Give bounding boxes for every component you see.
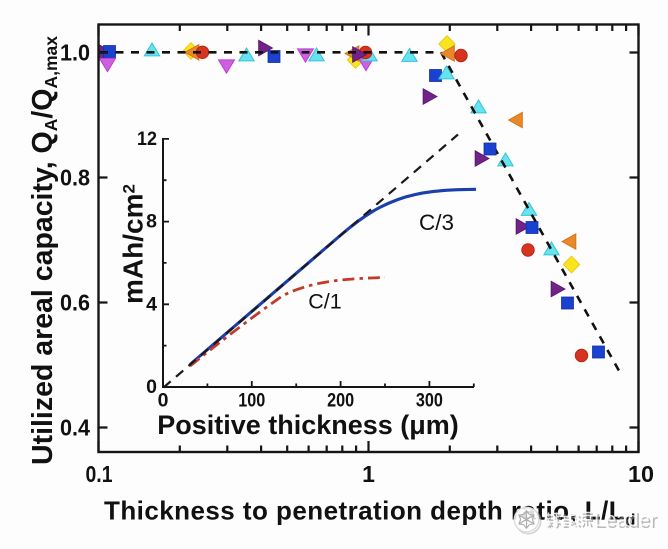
svg-text:0.4: 0.4 bbox=[60, 415, 90, 441]
svg-text:4: 4 bbox=[146, 293, 157, 315]
svg-text:0.8: 0.8 bbox=[60, 165, 90, 191]
svg-text:C/1: C/1 bbox=[308, 290, 341, 314]
svg-text:0.6: 0.6 bbox=[60, 290, 90, 316]
svg-text:100: 100 bbox=[238, 390, 265, 412]
svg-text:Leader: Leader bbox=[596, 511, 659, 533]
svg-text:Utilized areal capacity, QA/QA: Utilized areal capacity, QA/QA,max bbox=[27, 36, 61, 465]
svg-text:Leader: Leader bbox=[594, 509, 657, 531]
svg-text:0.1: 0.1 bbox=[86, 461, 113, 487]
svg-text:1: 1 bbox=[362, 461, 375, 487]
svg-text:0: 0 bbox=[158, 390, 169, 412]
svg-text:8: 8 bbox=[146, 211, 157, 233]
svg-text:300: 300 bbox=[416, 390, 443, 412]
svg-text:200: 200 bbox=[327, 390, 354, 412]
svg-text:10: 10 bbox=[628, 461, 654, 487]
svg-text:0: 0 bbox=[146, 376, 157, 398]
svg-text:1.0: 1.0 bbox=[60, 40, 90, 66]
svg-text:mAh/cm2: mAh/cm2 bbox=[118, 184, 149, 304]
svg-text:C/3: C/3 bbox=[419, 210, 454, 235]
svg-text:Positive thickness (μm): Positive thickness (μm) bbox=[157, 410, 459, 440]
svg-text:12: 12 bbox=[137, 128, 157, 150]
